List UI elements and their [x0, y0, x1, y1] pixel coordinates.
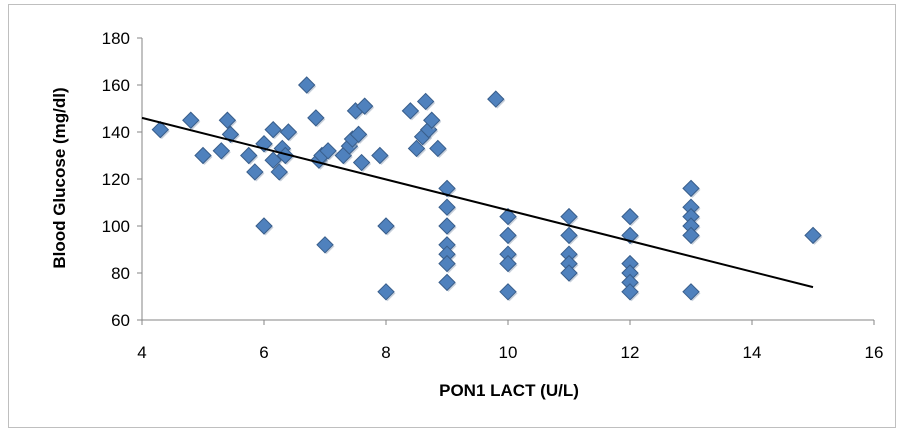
data-point: [621, 283, 639, 301]
data-point: [377, 283, 395, 301]
y-axis-label: Blood Glucose (mg/dl): [50, 87, 69, 268]
data-point: [499, 226, 517, 245]
y-tick-label: 180: [102, 29, 130, 48]
data-point: [270, 163, 288, 181]
data-point: [499, 254, 517, 273]
x-axis: 4 6 8 10 12 14 16: [137, 319, 884, 362]
y-tick-label: 100: [102, 217, 130, 236]
y-axis: 60 80 100 120 140 160 180: [102, 29, 143, 330]
data-point: [804, 226, 822, 245]
data-point: [438, 273, 456, 292]
x-tick-label: 16: [865, 343, 884, 362]
data-point: [151, 120, 170, 139]
data-point: [371, 146, 389, 165]
data-point: [182, 111, 200, 129]
trendline-group: [141, 116, 814, 289]
data-point: [499, 207, 517, 226]
data-point: [279, 123, 298, 141]
y-tick-label: 60: [111, 311, 130, 330]
y-tick-label: 160: [102, 76, 130, 95]
data-point: [416, 92, 435, 111]
x-tick-label: 14: [743, 343, 762, 362]
data-point: [682, 179, 700, 198]
y-tick-label: 140: [102, 123, 130, 142]
data-point: [264, 120, 282, 139]
data-point: [423, 111, 441, 129]
data-point: [438, 217, 456, 235]
data-point: [682, 283, 700, 301]
y-tick-label: 80: [111, 264, 130, 283]
data-point: [377, 217, 395, 235]
data-point: [438, 198, 456, 216]
trendline: [141, 116, 814, 289]
data-point: [246, 163, 264, 181]
data-points: [151, 76, 823, 302]
y-tick-label: 120: [102, 170, 130, 189]
data-point: [307, 109, 325, 127]
x-tick-label: 10: [499, 343, 518, 362]
x-axis-label: PON1 LACT (U/L): [439, 381, 579, 400]
chart-frame: [8, 4, 896, 428]
x-tick-label: 12: [621, 343, 640, 362]
data-point: [316, 236, 334, 254]
data-point: [438, 254, 456, 273]
data-point: [438, 179, 456, 198]
data-point: [352, 153, 371, 172]
data-point: [682, 226, 700, 245]
data-point: [319, 142, 337, 160]
data-point: [499, 283, 517, 301]
data-point: [297, 76, 316, 94]
data-point: [560, 264, 578, 282]
data-point: [355, 97, 374, 115]
data-point: [407, 139, 426, 158]
data-point: [560, 226, 578, 245]
data-point: [194, 146, 212, 165]
data-point: [621, 207, 639, 226]
data-point: [264, 151, 282, 169]
data-point: [349, 125, 368, 144]
data-point: [401, 102, 420, 120]
data-point: [429, 139, 447, 158]
x-tick-label: 6: [259, 343, 268, 362]
data-point: [560, 207, 578, 226]
x-tick-label: 4: [137, 343, 146, 362]
x-tick-label: 8: [381, 343, 390, 362]
data-point: [255, 217, 273, 235]
data-point: [487, 90, 505, 108]
data-point: [218, 111, 237, 129]
data-point: [240, 146, 258, 165]
data-point: [212, 142, 231, 160]
